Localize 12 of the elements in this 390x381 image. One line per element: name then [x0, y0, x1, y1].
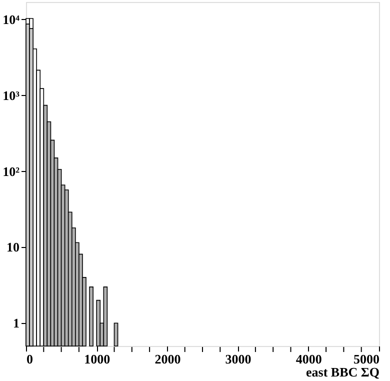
x-tick-label: 1000	[84, 352, 110, 366]
x-tick-label: 5000	[354, 352, 380, 366]
x-tick-label: 2000	[154, 352, 181, 366]
y-tick-label: 10	[6, 240, 20, 255]
y-tick-label: 1	[13, 316, 20, 331]
x-tick-label: 4000	[296, 352, 322, 366]
x-tick-label: 0	[26, 352, 33, 366]
y-tick-label: 10²	[2, 164, 20, 179]
y-tick-label: 10⁴	[2, 12, 20, 27]
x-axis-title: east BBC ΣQ	[306, 364, 380, 380]
y-tick-label: 10³	[2, 88, 20, 103]
x-tick-label: 3000	[225, 352, 252, 366]
